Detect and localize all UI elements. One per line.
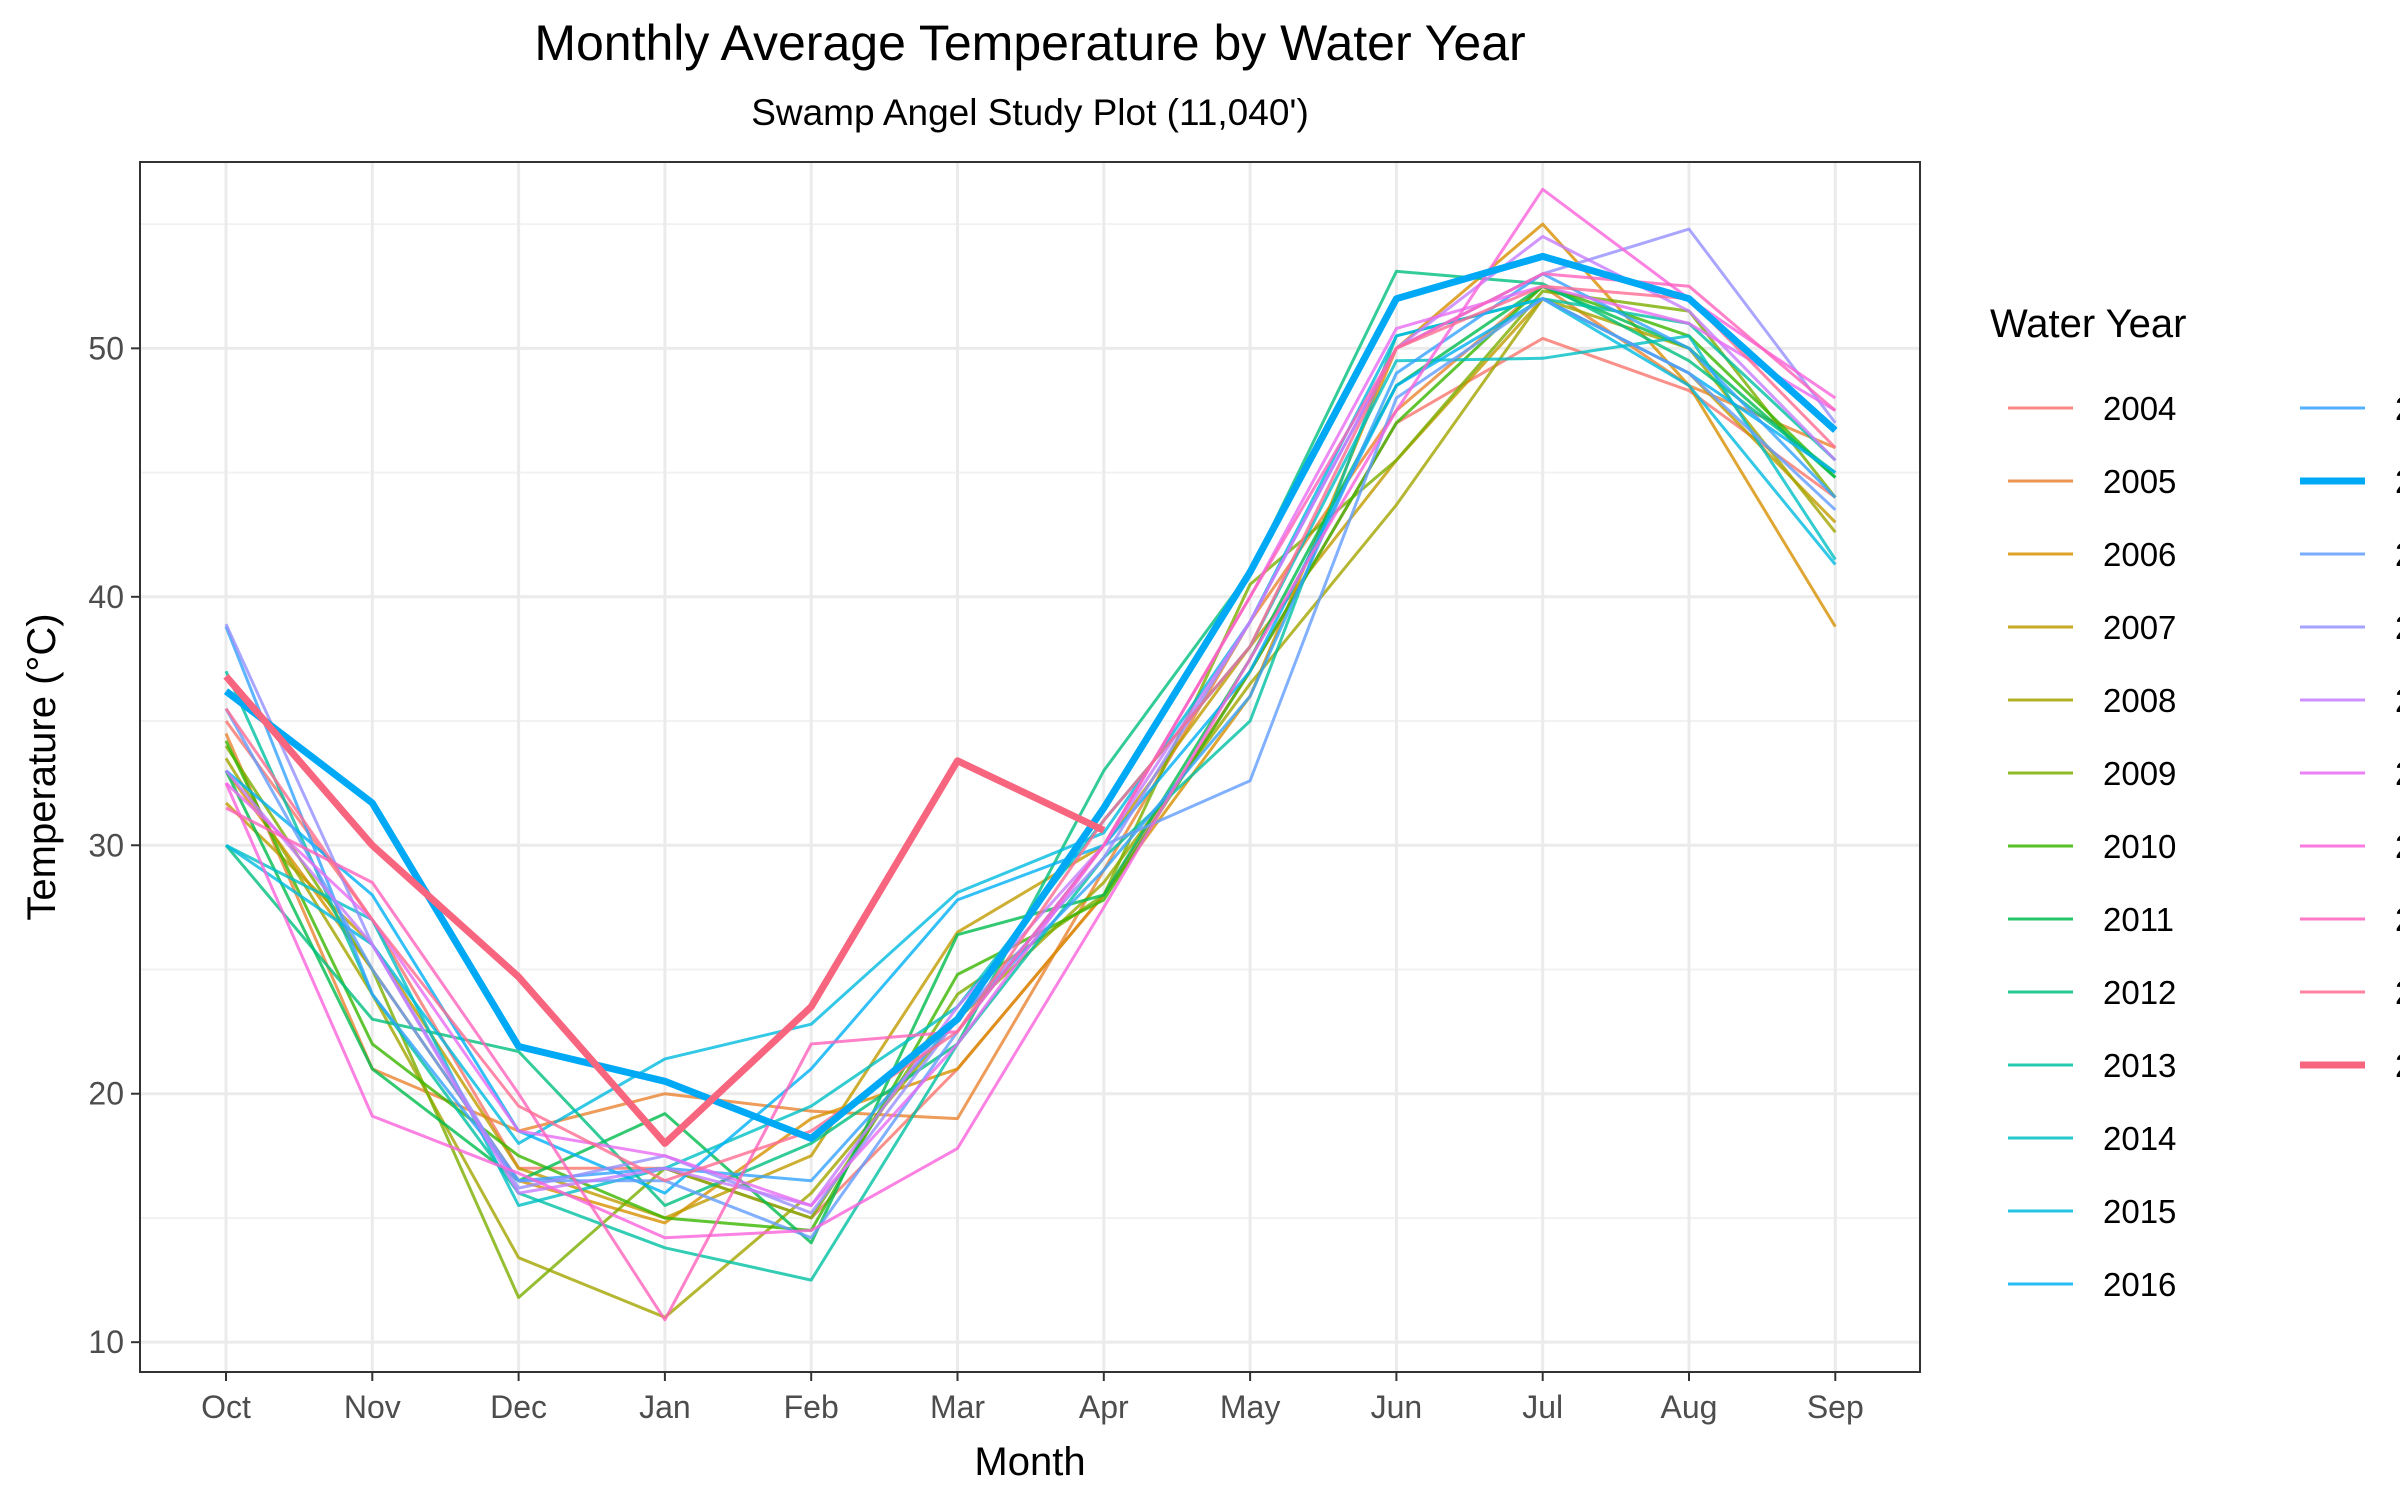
y-axis: 10 20 30 40 50	[88, 330, 140, 1360]
x-tick-label: Dec	[490, 1389, 547, 1425]
y-tick-label: 20	[88, 1076, 124, 1112]
x-axis-title: Month	[974, 1440, 1085, 1484]
y-axis-title: Temperature (°C)	[20, 613, 64, 920]
legend-label-2019: 2019	[2395, 536, 2400, 573]
legend: Water Year 20042005200620072008200920102…	[1990, 302, 2400, 1303]
series-line-2005	[224, 284, 1836, 1133]
legend-label-2025: 2025	[2395, 974, 2400, 1011]
series-line-2025	[224, 284, 1837, 1183]
legend-label-2023: 2023	[2395, 828, 2400, 865]
series-line-2015	[225, 297, 1837, 1145]
legend-label-2022: 2022	[2395, 755, 2400, 792]
x-tick-label: Jan	[639, 1389, 691, 1425]
x-axis: Oct Nov Dec Jan Feb Mar Apr May Jun Jul Aug Sep	[201, 1372, 1864, 1425]
chart-title: Monthly Average Temperature by Water Yea…	[534, 15, 1526, 71]
series-line-2022	[224, 284, 1837, 1207]
x-tick-label: Jun	[1371, 1389, 1423, 1425]
x-tick-label: May	[1220, 1389, 1280, 1425]
legend-label-2018: 2018	[2395, 463, 2400, 500]
series-line-2013	[224, 297, 1837, 1282]
grid-minor	[140, 223, 1920, 1219]
legend-label-2013: 2013	[2103, 1047, 2176, 1084]
x-tick-label: Sep	[1807, 1389, 1864, 1425]
x-tick-label: Aug	[1661, 1389, 1718, 1425]
y-tick-label: 50	[88, 330, 124, 366]
x-tick-label: Apr	[1079, 1389, 1129, 1425]
legend-title: Water Year	[1990, 302, 2186, 346]
grid-major	[140, 162, 1920, 1372]
legend-label-2006: 2006	[2103, 536, 2176, 573]
legend-label-2004: 2004	[2103, 390, 2176, 427]
x-tick-label: Oct	[201, 1389, 251, 1425]
legend-label-2024: 2024	[2395, 901, 2400, 938]
series-line-2023	[224, 187, 1837, 1240]
legend-label-2016: 2016	[2103, 1266, 2176, 1303]
series-line-2026	[223, 674, 1106, 1147]
legend-label-2007: 2007	[2103, 609, 2176, 646]
legend-label-2011: 2011	[2103, 901, 2174, 938]
x-tick-label: Feb	[784, 1389, 839, 1425]
legend-label-2015: 2015	[2103, 1193, 2176, 1230]
legend-label-2020: 2020	[2395, 609, 2400, 646]
legend-label-2009: 2009	[2103, 755, 2176, 792]
series-line-2011	[224, 284, 1837, 1245]
legend-label-2026: 2026	[2395, 1047, 2400, 1084]
series-line-2019	[224, 297, 1837, 1240]
y-tick-label: 30	[88, 827, 124, 863]
legend-label-2017: 2017	[2395, 390, 2400, 427]
legend-label-2012: 2012	[2103, 974, 2176, 1011]
legend-label-2014: 2014	[2103, 1120, 2176, 1157]
series-line-2008	[224, 297, 1837, 1319]
y-tick-label: 10	[88, 1324, 124, 1360]
x-tick-label: Nov	[344, 1389, 401, 1425]
series-line-2012	[224, 269, 1837, 1207]
series-line-2004	[224, 336, 1837, 1220]
series-layer	[223, 187, 1838, 1322]
x-tick-label: Jul	[1522, 1389, 1563, 1425]
legend-items: 2004 2005 2006 2007 2008 2009 2010 2011 2012 2013…	[2008, 390, 2400, 1303]
legend-label-2021: 2021	[2395, 682, 2400, 719]
legend-label-2008: 2008	[2103, 682, 2176, 719]
y-tick-label: 40	[88, 579, 124, 615]
legend-label-2010: 2010	[2103, 828, 2176, 865]
chart-subtitle: Swamp Angel Study Plot (11,040')	[751, 92, 1309, 133]
series-line-2018	[223, 252, 1838, 1142]
series-line-2017	[224, 272, 1837, 1183]
legend-label-2005: 2005	[2103, 463, 2176, 500]
plot-frame	[139, 161, 1921, 1373]
x-tick-label: Mar	[930, 1389, 985, 1425]
series-line-2024	[225, 272, 1837, 1322]
